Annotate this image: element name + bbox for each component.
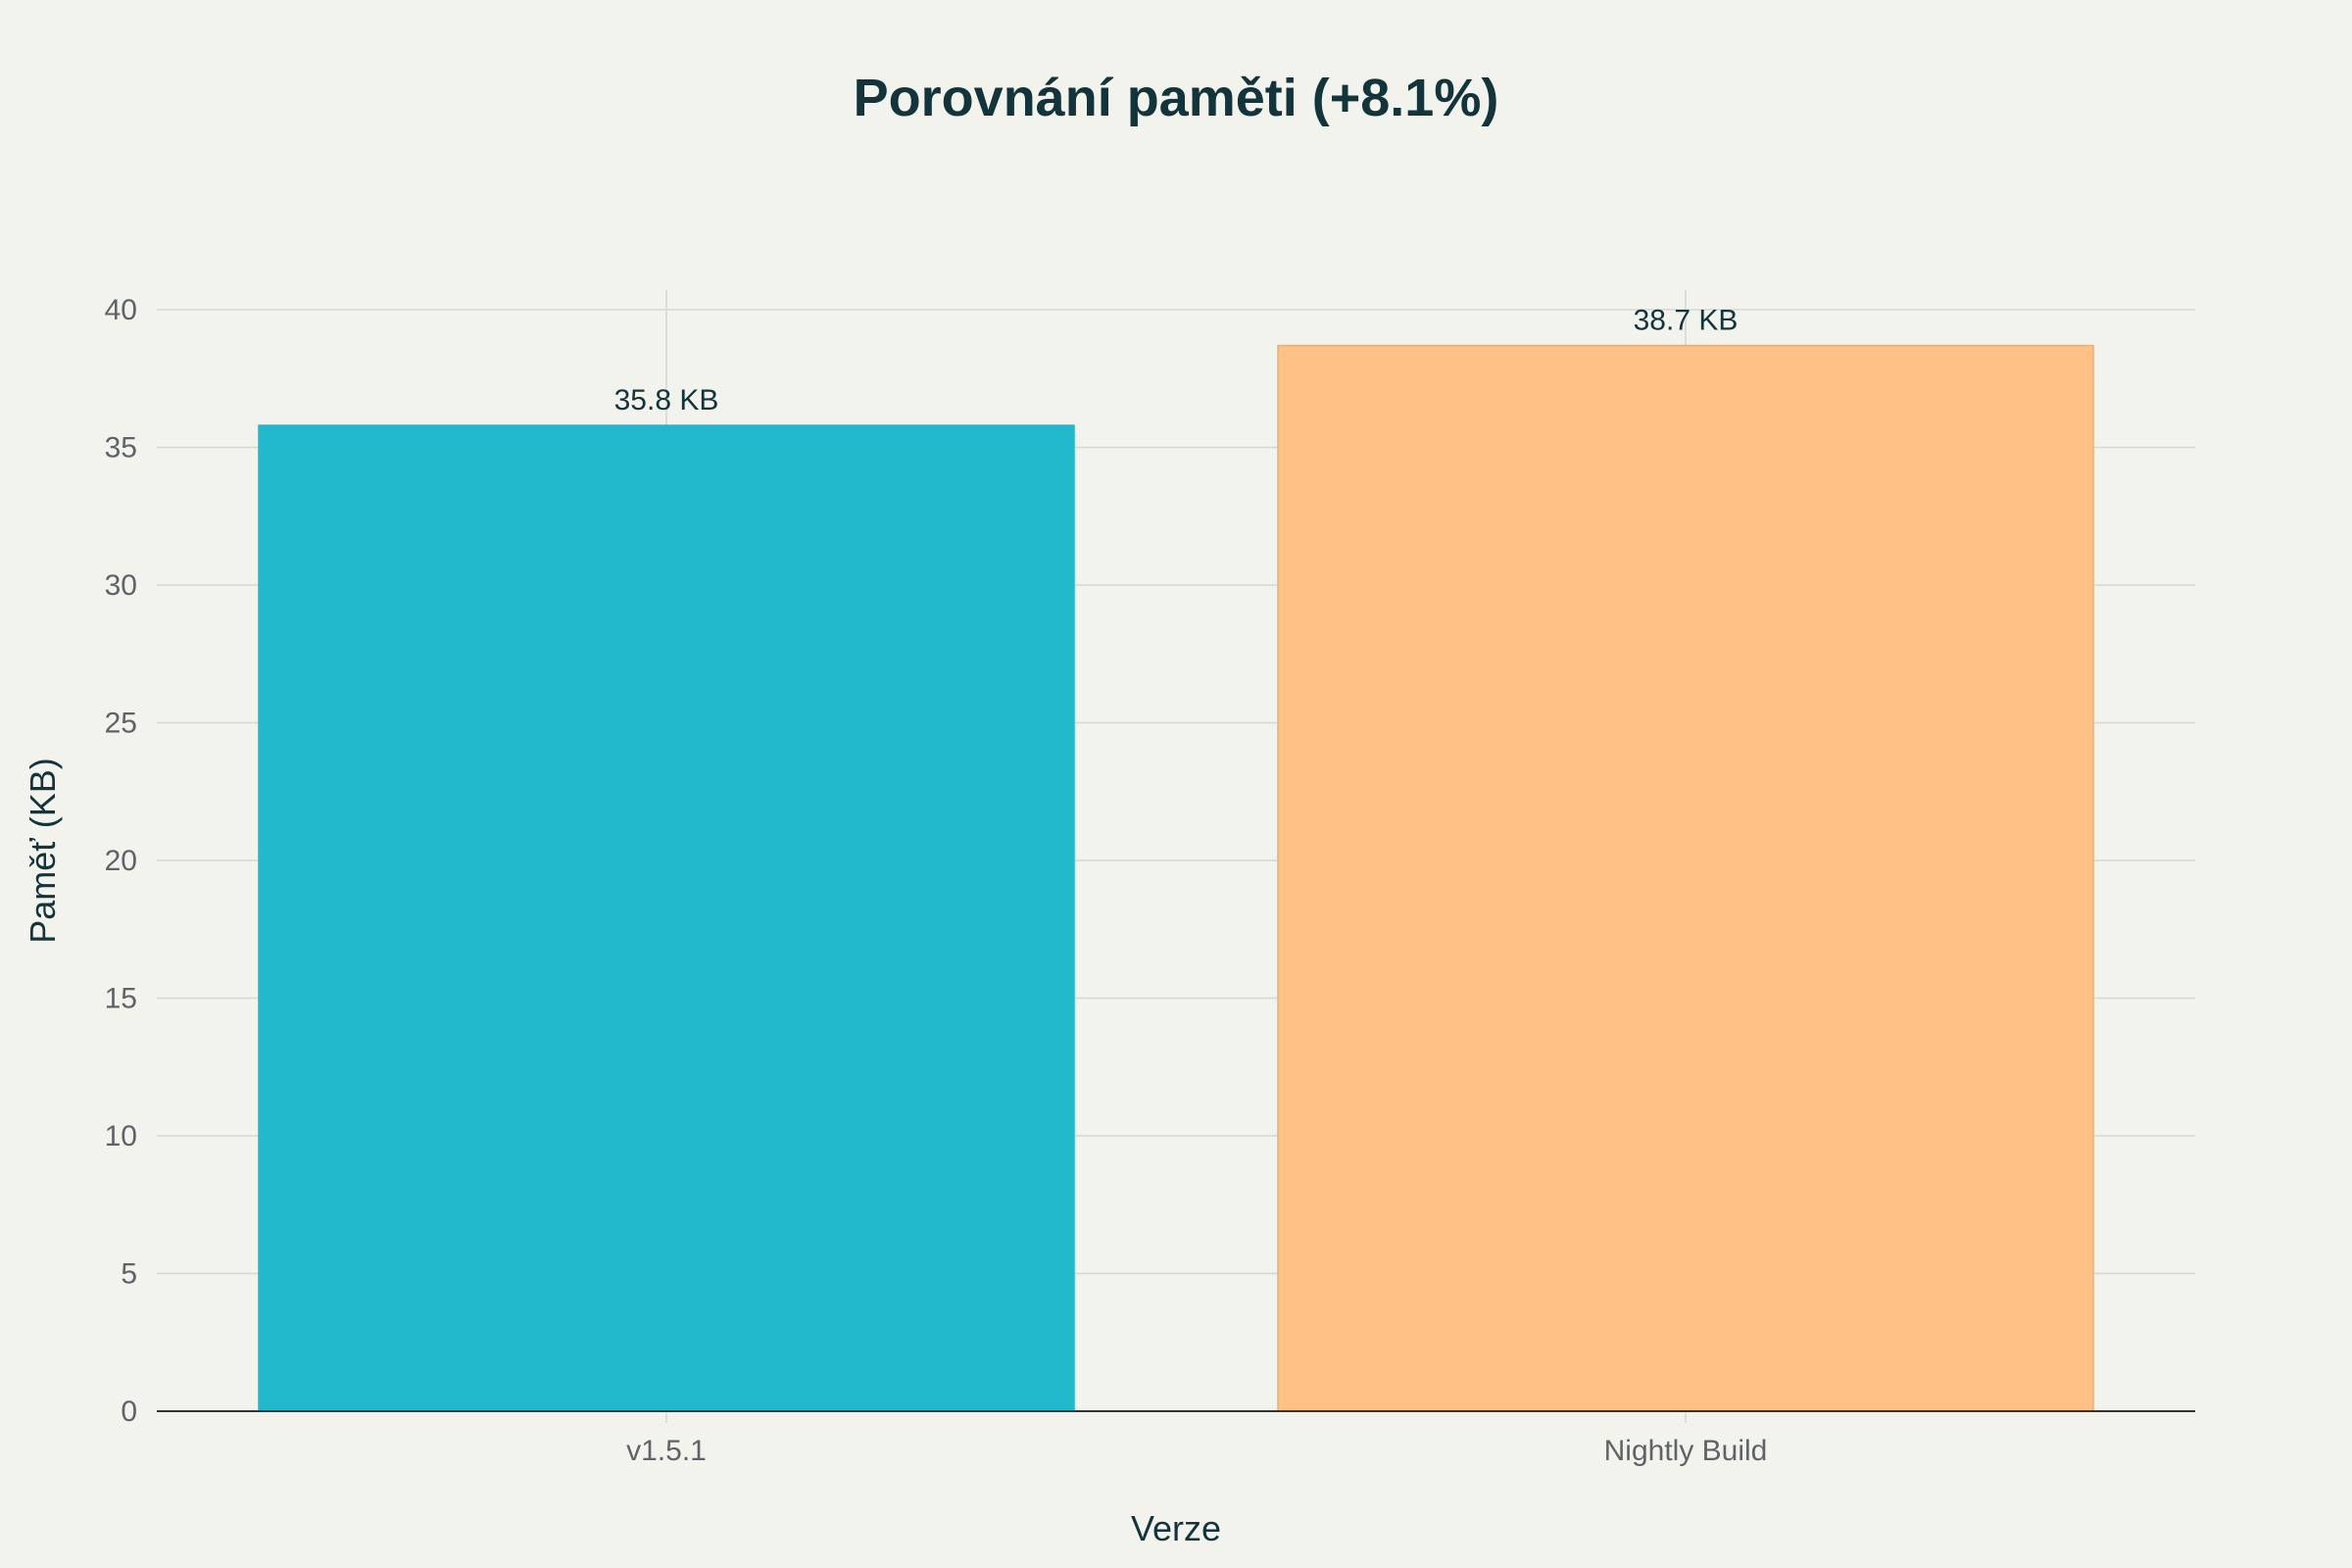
y-tick-label: 5: [121, 1258, 137, 1291]
label-layer: 35.8 KB 38.7 KB: [614, 305, 1739, 416]
y-tick-label: 30: [105, 569, 137, 602]
y-axis-title: Paměť (KB): [23, 758, 63, 944]
x-axis-title: Verze: [1131, 1508, 1221, 1548]
bar-layer: [258, 344, 2094, 1412]
x-tick-label: Nightly Build: [1604, 1435, 1768, 1467]
data-label: 38.7 KB: [1634, 305, 1739, 337]
y-tick-label: 15: [105, 983, 137, 1015]
x-tick-label: v1.5.1: [626, 1435, 707, 1467]
chart-title: Porovnání paměti (+8.1%): [854, 69, 1499, 127]
y-tick-label: 40: [105, 294, 137, 326]
axis-layer: 0 5 10 15 20 25 30 35 40 v1.5.1 Nightly Build: [105, 294, 2195, 1467]
y-tick-label: 10: [105, 1120, 137, 1152]
y-tick-label: 20: [105, 845, 137, 877]
y-tick-label: 0: [121, 1396, 137, 1428]
bar-nightly-build: [1277, 344, 2094, 1412]
y-tick-label: 35: [105, 432, 137, 465]
bar-v1-5-1: [258, 424, 1075, 1412]
y-tick-label: 25: [105, 708, 137, 740]
data-label: 35.8 KB: [614, 384, 719, 416]
